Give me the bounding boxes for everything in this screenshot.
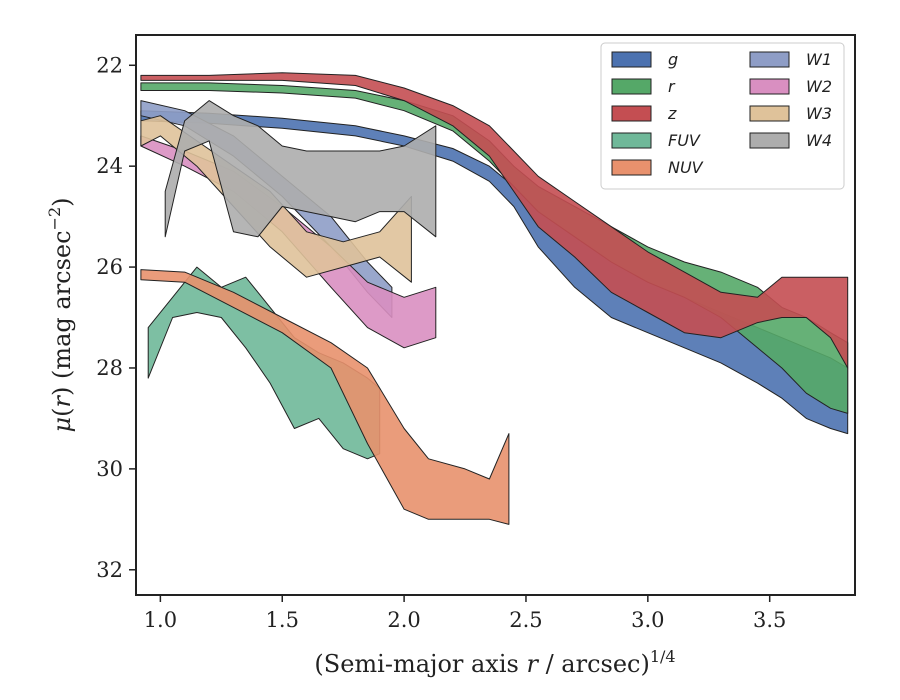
legend-swatch-g xyxy=(611,51,652,68)
axes-frame xyxy=(135,34,856,596)
plot-bands xyxy=(140,72,849,525)
band-g xyxy=(140,110,849,435)
y-tick-label: 30 xyxy=(96,457,123,481)
axis-ticks: 1.0 1.5 2.0 2.5 3.0 3.5 22 24 26 28 30 32 xyxy=(96,53,786,632)
legend-label-nuv: NUV xyxy=(668,158,704,177)
legend-label-w2: W2 xyxy=(806,77,832,96)
legend-label-w1: W1 xyxy=(806,50,832,69)
y-tick-label: 24 xyxy=(96,154,123,178)
legend-label-w4: W4 xyxy=(806,131,832,150)
legend-label-w3: W3 xyxy=(806,104,832,123)
y-tick-label: 32 xyxy=(96,558,123,582)
band-w4 xyxy=(164,100,437,238)
legend-label-g: g xyxy=(668,50,678,69)
legend-swatch-r xyxy=(611,78,652,95)
x-tick-label: 3.5 xyxy=(753,608,786,632)
legend-label-fuv: FUV xyxy=(668,131,701,150)
x-axis-title: (Semi-major axis r / arcsec)1/4 xyxy=(314,647,675,678)
x-tick-label: 2.5 xyxy=(509,608,542,632)
legend: grz FUV NUV W1 W2 W3 W4 xyxy=(600,42,845,190)
band-nuv xyxy=(140,269,510,525)
legend-swatch-w3 xyxy=(749,105,790,122)
legend-swatch-fuv xyxy=(611,132,652,149)
legend-swatch-w4 xyxy=(749,132,790,149)
legend-label-z: z xyxy=(667,104,677,123)
x-tick-label: 1.5 xyxy=(266,608,299,632)
legend-swatch-z xyxy=(611,105,652,122)
x-tick-label: 2.0 xyxy=(387,608,420,632)
legend-swatch-nuv xyxy=(611,159,652,176)
legend-swatch-w1 xyxy=(749,51,790,68)
x-tick-label: 3.0 xyxy=(631,608,664,632)
legend-swatch-w2 xyxy=(749,78,790,95)
legend-label-r: r xyxy=(668,77,676,96)
y-axis-title: μ(r) (mag arcsec−2) xyxy=(45,197,76,432)
x-tick-label: 1.0 xyxy=(144,608,177,632)
y-tick-label: 22 xyxy=(96,53,123,77)
y-tick-label: 26 xyxy=(96,255,123,279)
y-tick-label: 28 xyxy=(96,356,123,380)
band-z xyxy=(140,72,849,369)
